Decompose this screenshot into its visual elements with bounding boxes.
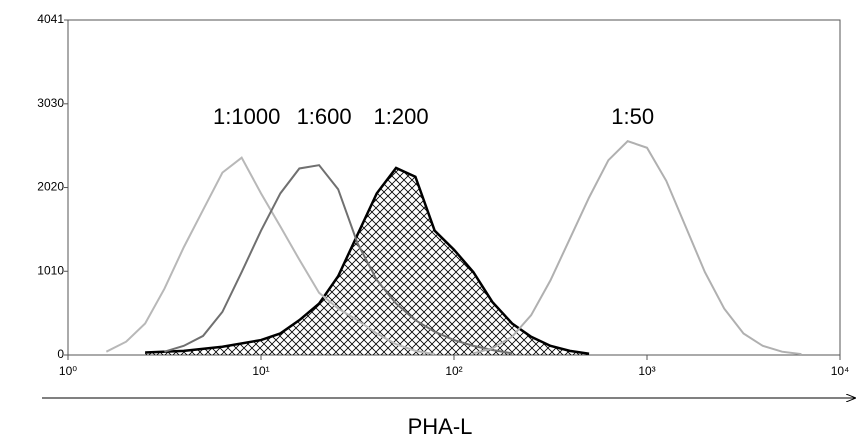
y-tick-label: 4041: [37, 12, 64, 26]
series-line: [164, 164, 513, 355]
x-tick-label: 10⁴: [831, 364, 850, 378]
x-tick-label: 10³: [638, 364, 655, 378]
x-tick-label: 10⁰: [59, 364, 77, 378]
series-label: 1:1000: [213, 104, 280, 129]
x-axis-label: PHA-L: [408, 414, 473, 439]
series-line: [145, 166, 590, 355]
x-tick-label: 10¹: [252, 364, 269, 378]
y-tick-label: 1010: [37, 263, 64, 277]
series-label: 1:600: [297, 104, 352, 129]
y-tick-label: 0: [57, 347, 64, 361]
y-tick-label: 2020: [37, 180, 64, 194]
series-label: 1:200: [374, 104, 429, 129]
series-line: [473, 139, 802, 356]
x-tick-label: 10²: [445, 364, 462, 378]
y-tick-label: 3030: [37, 96, 64, 110]
series-label: 1:50: [611, 104, 654, 129]
